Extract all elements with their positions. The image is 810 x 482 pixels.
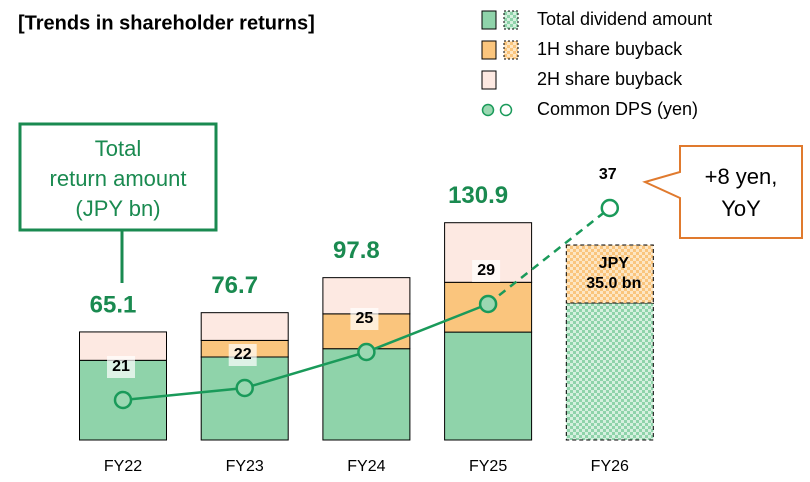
callout-text: YoY (721, 196, 761, 221)
callout-text: (JPY bn) (75, 196, 160, 221)
callout-text: return amount (50, 166, 187, 191)
dps-point (235, 378, 254, 398)
dps-point (600, 198, 620, 218)
legend-swatch (503, 10, 519, 30)
segment-label: JPY 35.0 bn (586, 255, 641, 292)
bar-segment (200, 312, 289, 341)
legend-swatch (481, 70, 497, 90)
x-tick-label: FY24 (347, 458, 385, 475)
bar-segment (444, 331, 533, 441)
total-label: 65.1 (90, 291, 137, 318)
x-tick-label: FY26 (591, 458, 629, 475)
dps-label-bg (107, 356, 135, 378)
x-tick-label: FY25 (469, 458, 507, 475)
segment-label-line: JPY (599, 255, 630, 272)
total-label: 76.7 (211, 272, 258, 299)
legend-swatch (481, 10, 497, 30)
legend-swatch (499, 103, 513, 117)
bar-segment (322, 348, 411, 441)
legend-label: 2H share buyback (537, 69, 683, 89)
total-label: 97.8 (333, 237, 380, 264)
x-tick-label: FY22 (104, 458, 142, 475)
dps-label-bg (472, 260, 501, 282)
total-label: 130.9 (448, 182, 508, 209)
dps-point (478, 294, 498, 314)
dps-label-bg (350, 308, 379, 330)
bar-segment (565, 244, 654, 304)
chart-title: [Trends in shareholder returns] (18, 12, 315, 34)
dps-point (357, 342, 376, 362)
callout-text: +8 yen, (705, 164, 778, 189)
callout-box (642, 145, 803, 239)
dps-point (113, 390, 133, 410)
callout-box (18, 122, 218, 232)
legend-swatch (503, 40, 519, 60)
segment-label-line: 35.0 bn (586, 275, 641, 292)
legend-label: Total dividend amount (537, 9, 712, 29)
legend-label: 1H share buyback (537, 39, 683, 59)
dps-line (122, 302, 489, 402)
x-tick-label: FY23 (226, 458, 264, 475)
dps-label: 25 (356, 310, 374, 327)
legend-swatch (481, 103, 495, 117)
legend-label: Common DPS (yen) (537, 99, 698, 119)
bar-segment (200, 356, 289, 441)
callout-text: Total (95, 136, 141, 161)
dps-label-bg (228, 344, 257, 366)
dps-label: 29 (477, 262, 495, 279)
dps-line-forecast (487, 207, 611, 305)
bar-segment (79, 331, 167, 361)
dps-label: 21 (112, 358, 130, 375)
dps-label: 22 (234, 346, 252, 363)
dps-label: 37 (599, 166, 617, 183)
bar-segment (565, 302, 654, 441)
legend-swatch (481, 40, 497, 60)
